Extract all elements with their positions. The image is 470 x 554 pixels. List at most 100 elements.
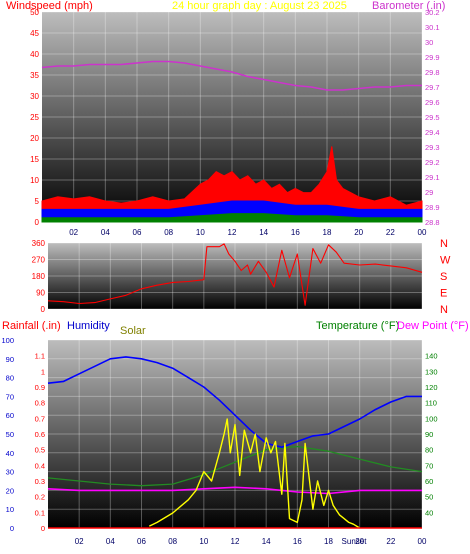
compass-label: E [440, 288, 447, 300]
temperature-tick-label: 130 [425, 367, 438, 376]
wind-low-area [41, 213, 423, 223]
dewpoint-axis-label: Dew Point (°F) [397, 320, 469, 332]
x-tick-label: 04 [101, 228, 110, 237]
x-tick-label: 18 [323, 228, 332, 237]
direction-tick-label: 90 [36, 289, 45, 298]
humidity-line [47, 356, 422, 449]
sunset-marker-label: Sunset [342, 537, 368, 546]
temperature-tick-label: 90 [425, 430, 433, 439]
windspeed-tick-label: 15 [30, 155, 39, 164]
windspeed-tick-label: 25 [30, 113, 39, 122]
humidity-axis-label: Humidity [67, 320, 110, 332]
humidity-tick-label: 100 [1, 336, 14, 345]
compass-label: N [440, 238, 448, 250]
x-tick-label: 20 [355, 537, 364, 546]
wind-direction-line [47, 243, 423, 306]
barometer-tick-label: 29.9 [425, 53, 440, 62]
windspeed-tick-label: 50 [30, 8, 39, 17]
rainfall-tick-label: 0.5 [35, 446, 45, 455]
barometer-tick-label: 28.9 [425, 203, 440, 212]
rainfall-tick-label: 0.9 [35, 383, 45, 392]
x-tick-label: 16 [293, 537, 302, 546]
x-tick-label: 10 [199, 537, 208, 546]
temperature-tick-label: 80 [425, 446, 433, 455]
x-tick-label: 22 [386, 537, 395, 546]
barometer-tick-label: 29.7 [425, 83, 440, 92]
humidity-tick-label: 60 [6, 411, 14, 420]
windspeed-axis-label: Windspeed (mph) [6, 0, 93, 12]
barometer-tick-label: 29 [425, 188, 433, 197]
direction-tick-label: 180 [32, 272, 46, 281]
x-tick-label: 20 [354, 228, 363, 237]
rainfall-tick-label: 0.2 [35, 493, 45, 502]
temperature-tick-label: 120 [425, 383, 438, 392]
x-tick-label: 02 [69, 228, 78, 237]
humidity-tick-label: 90 [6, 355, 14, 364]
direction-tick-label: 360 [32, 239, 46, 248]
barometer-line [41, 60, 422, 91]
humidity-tick-label: 50 [6, 430, 14, 439]
direction-tick-label: 270 [32, 256, 46, 265]
x-tick-label: 08 [168, 537, 177, 546]
x-tick-label: 16 [291, 228, 300, 237]
rainfall-tick-label: 1 [41, 367, 45, 376]
x-tick-label: 12 [228, 228, 237, 237]
barometer-tick-label: 29.5 [425, 113, 440, 122]
solar-axis-label: Solar [120, 325, 146, 337]
solar-line [148, 418, 361, 529]
barometer-tick-label: 28.8 [425, 218, 440, 227]
barometer-tick-label: 29.8 [425, 68, 440, 77]
x-tick-label: 14 [259, 228, 268, 237]
direction-tick-label: 0 [41, 305, 46, 314]
x-tick-label: 08 [164, 228, 173, 237]
rainfall-tick-label: 0.8 [35, 399, 45, 408]
temperature-tick-label: 50 [425, 493, 433, 502]
humidity-tick-label: 30 [6, 468, 14, 477]
temperature-line [47, 445, 423, 487]
rainfall-tick-label: 0.6 [35, 430, 45, 439]
temperature-tick-label: 70 [425, 461, 433, 470]
temperature-tick-label: 140 [425, 352, 438, 361]
windspeed-tick-label: 0 [35, 218, 40, 227]
windspeed-tick-label: 45 [30, 29, 39, 38]
rainfall-tick-label: 1.1 [35, 352, 45, 361]
x-tick-label: 22 [386, 228, 395, 237]
x-tick-label: 00 [418, 537, 427, 546]
rainfall-tick-label: 0.7 [35, 414, 45, 423]
rainfall-tick-label: 0 [41, 524, 45, 533]
humidity-tick-label: 70 [6, 392, 14, 401]
temperature-axis-label: Temperature (°F) [316, 320, 400, 332]
temperature-tick-label: 100 [425, 414, 438, 423]
windspeed-tick-label: 40 [30, 50, 39, 59]
plot3-background [48, 340, 422, 528]
windspeed-tick-label: 30 [30, 92, 39, 101]
windspeed-tick-label: 20 [30, 134, 39, 143]
windspeed-tick-label: 10 [30, 176, 39, 185]
temperature-tick-label: 60 [425, 477, 433, 486]
barometer-tick-label: 30.1 [425, 23, 440, 32]
humidity-tick-label: 0 [10, 524, 14, 533]
barometer-tick-label: 29.2 [425, 158, 440, 167]
x-tick-label: 12 [231, 537, 240, 546]
x-tick-label: 06 [137, 537, 146, 546]
plot2-background [48, 243, 422, 309]
x-tick-label: 02 [75, 537, 84, 546]
humidity-tick-label: 20 [6, 486, 14, 495]
barometer-tick-label: 29.3 [425, 143, 440, 152]
compass-label: W [440, 255, 451, 267]
windspeed-area [41, 146, 423, 223]
rainfall-tick-label: 0.4 [35, 461, 45, 470]
barometer-tick-label: 30.2 [425, 8, 440, 17]
x-tick-label: 06 [133, 228, 142, 237]
barometer-tick-label: 29.6 [425, 98, 440, 107]
humidity-tick-label: 10 [6, 505, 14, 514]
windspeed-tick-label: 35 [30, 71, 39, 80]
barometer-tick-label: 29.4 [425, 128, 440, 137]
dewpoint-line [47, 486, 422, 495]
temperature-tick-label: 110 [425, 399, 437, 408]
compass-label: S [440, 271, 447, 283]
windspeed-tick-label: 5 [35, 197, 40, 206]
barometer-tick-label: 29.1 [425, 173, 440, 182]
humidity-tick-label: 40 [6, 449, 14, 458]
